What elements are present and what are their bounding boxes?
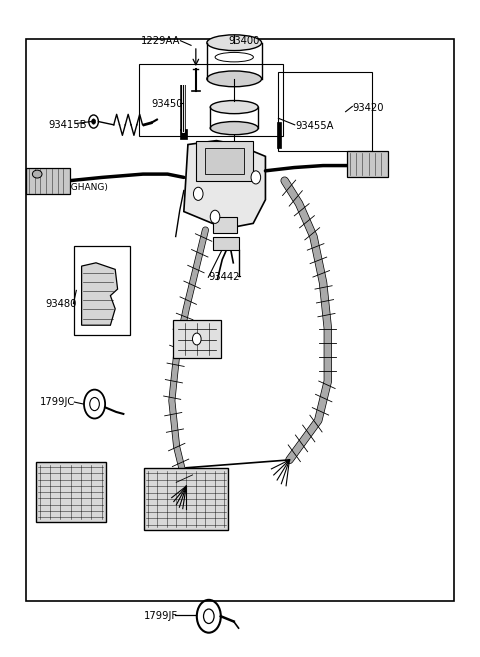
Bar: [180, 129, 187, 139]
Text: 93480: 93480: [46, 299, 77, 309]
Bar: [278, 72, 372, 151]
Text: 93415B: 93415B: [48, 120, 86, 130]
Bar: [36, 462, 106, 522]
Text: 93410: 93410: [182, 332, 214, 342]
Text: 93455A: 93455A: [295, 121, 334, 131]
Bar: [196, 141, 253, 181]
Bar: [139, 64, 283, 136]
Circle shape: [193, 187, 203, 200]
Bar: [26, 168, 70, 194]
Bar: [347, 151, 388, 177]
Bar: [277, 122, 281, 148]
Bar: [26, 39, 454, 601]
Text: 93400: 93400: [228, 35, 259, 46]
Ellipse shape: [33, 170, 42, 178]
Text: 1799JF: 1799JF: [144, 611, 178, 622]
Text: 1799JC: 1799JC: [40, 397, 75, 407]
Bar: [205, 148, 244, 174]
Text: (S . SHINGHANG): (S . SHINGHANG): [31, 183, 108, 192]
Ellipse shape: [207, 35, 262, 51]
Bar: [144, 468, 228, 530]
Text: 93420: 93420: [353, 103, 384, 114]
Circle shape: [210, 210, 220, 223]
Text: 93442: 93442: [209, 272, 240, 283]
Circle shape: [92, 119, 96, 124]
Circle shape: [192, 333, 201, 345]
Polygon shape: [184, 141, 265, 227]
Bar: [173, 320, 221, 358]
Ellipse shape: [210, 122, 258, 135]
Ellipse shape: [207, 71, 262, 87]
FancyBboxPatch shape: [213, 237, 239, 250]
Bar: [74, 246, 130, 335]
Ellipse shape: [210, 101, 258, 114]
Bar: [213, 217, 237, 233]
Text: 1229AA: 1229AA: [141, 35, 180, 46]
Polygon shape: [82, 263, 118, 325]
Circle shape: [251, 171, 261, 184]
Text: 93450: 93450: [151, 99, 183, 109]
